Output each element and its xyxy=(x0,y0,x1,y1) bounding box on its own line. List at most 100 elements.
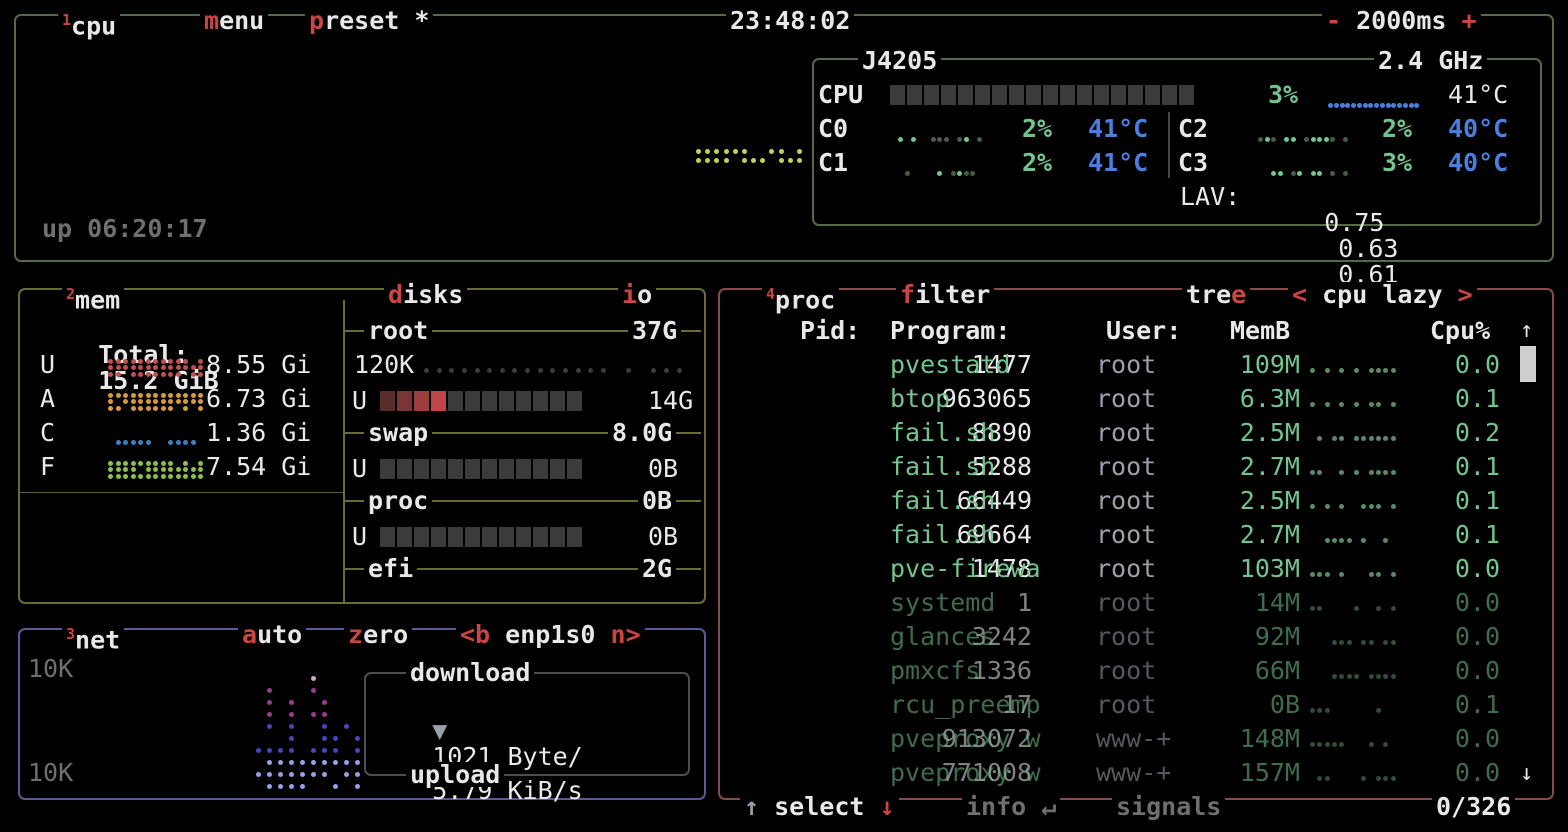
proc-row-10-cpu-graph xyxy=(1310,708,1398,716)
scroll-up-icon[interactable]: ↑ xyxy=(1520,318,1533,343)
update-plus-button[interactable]: + xyxy=(1462,6,1477,35)
net-interface-prev-button[interactable]: <b xyxy=(460,620,490,649)
info-key-icon: ↵ xyxy=(1041,792,1056,821)
proc-row-8-cpu-graph xyxy=(1310,640,1398,648)
proc-row-4-cpu[interactable]: 0.1 xyxy=(0,488,1500,514)
select-up-icon: ↑ xyxy=(744,792,759,821)
disk-root-name: root xyxy=(364,318,432,343)
disk-swap-size: 8.0G xyxy=(608,420,676,445)
net-zero-key: z xyxy=(348,620,363,649)
net-interface-next-button[interactable]: n> xyxy=(611,620,641,649)
cpu-total-label: CPU xyxy=(818,82,863,108)
proc-box-title[interactable]: 4proc xyxy=(762,282,839,312)
proc-row-4-cpu-graph xyxy=(1310,504,1398,512)
mem-box-title[interactable]: 2mem xyxy=(62,282,124,312)
proc-sort-field: cpu lazy xyxy=(1322,280,1442,309)
cpu-core-3-temp: 40°C xyxy=(1448,150,1508,176)
proc-row-9-cpu-graph xyxy=(1310,674,1398,682)
cpu-core-3-percent: 3% xyxy=(1382,150,1412,176)
proc-filter-button[interactable]: filter xyxy=(896,282,994,307)
net-box-label: net xyxy=(75,625,120,654)
proc-row-3-cpu[interactable]: 0.1 xyxy=(0,454,1500,480)
scroll-down-icon[interactable]: ↓ xyxy=(1520,761,1533,786)
proc-tree-key: e xyxy=(1231,280,1246,309)
proc-filter-key: f xyxy=(900,280,915,309)
proc-row-7-cpu-graph xyxy=(1310,606,1398,614)
cpu-core-2-label: C2 xyxy=(1178,116,1208,142)
proc-sort-next-button[interactable]: > xyxy=(1458,280,1473,309)
net-interface-selector[interactable]: <b enp1s0 n> xyxy=(456,622,645,647)
proc-col-pid[interactable]: Pid: xyxy=(800,318,860,344)
cpu-frequency-value: 2.4 GHz xyxy=(1378,46,1483,75)
disks-io-key: i xyxy=(622,280,637,309)
net-auto-toggle[interactable]: auto xyxy=(238,622,306,647)
select-down-icon: ↓ xyxy=(880,792,895,821)
cpu-total-graph xyxy=(696,132,806,166)
proc-tree-toggle[interactable]: tree xyxy=(1182,282,1250,307)
cpu-box-title[interactable]: 1cpu xyxy=(58,8,120,38)
status-info[interactable]: info ↵ xyxy=(962,794,1060,819)
proc-sort-selector[interactable]: < cpu lazy > xyxy=(1288,282,1477,307)
proc-scrollbar[interactable]: ↑ ↓ xyxy=(1518,318,1542,786)
cpu-core-1-percent: 2% xyxy=(1022,150,1052,176)
net-box-title[interactable]: 3net xyxy=(62,622,124,652)
uptime: up 06:20:17 xyxy=(42,216,208,242)
cpu-total-temp-graph xyxy=(1328,96,1420,110)
cpu-core-1-temp: 41°C xyxy=(1088,150,1148,176)
proc-row-5-cpu[interactable]: 0.1 xyxy=(0,522,1500,548)
update-minus-button[interactable]: - xyxy=(1326,6,1341,35)
proc-row-9-cpu[interactable]: 0.0 xyxy=(0,658,1500,684)
net-zero-label: ero xyxy=(363,620,408,649)
net-interface-name: enp1s0 xyxy=(505,620,595,649)
cpu-core-3-graph xyxy=(1258,165,1350,177)
update-rate-control[interactable]: - 2000ms + xyxy=(1322,8,1481,33)
signals-label: signals xyxy=(1116,792,1221,821)
proc-col-memb[interactable]: MemB xyxy=(1230,318,1290,344)
proc-row-1-cpu-graph xyxy=(1310,402,1398,410)
cpu-menu-button[interactable]: menu xyxy=(200,8,268,33)
cpu-model-value: J4205 xyxy=(862,46,937,75)
proc-col-cpu[interactable]: Cpu% xyxy=(1430,318,1490,344)
disks-io-toggle[interactable]: io xyxy=(618,282,656,307)
cpu-cores-divider xyxy=(1168,112,1170,178)
proc-tree-label: tre xyxy=(1186,280,1231,309)
load-average-5m: 0.63 xyxy=(1338,234,1398,263)
proc-row-12-cpu[interactable]: 0.0 xyxy=(0,760,1500,786)
proc-row-10-cpu[interactable]: 0.1 xyxy=(0,692,1500,718)
proc-row-1-cpu[interactable]: 0.1 xyxy=(0,386,1500,412)
disk-proc-size: 0B xyxy=(638,488,676,513)
cpu-preset-button[interactable]: preset * xyxy=(305,8,433,33)
proc-row-7-cpu[interactable]: 0.0 xyxy=(0,590,1500,616)
net-upload-label: upload xyxy=(406,762,504,787)
net-download-label: download xyxy=(406,660,534,685)
status-signals[interactable]: signals xyxy=(1112,794,1225,819)
mem-box-label: mem xyxy=(75,285,120,314)
proc-row-6-cpu[interactable]: 0.0 xyxy=(0,556,1500,582)
proc-row-8-cpu[interactable]: 0.0 xyxy=(0,624,1500,650)
proc-col-user[interactable]: User: xyxy=(1106,318,1181,344)
proc-count: 0/326 xyxy=(1432,794,1515,819)
cpu-total-temp: 41°C xyxy=(1448,82,1508,108)
cpu-total-meter xyxy=(890,85,1194,105)
status-select[interactable]: ↑ select ↓ xyxy=(740,794,899,819)
disks-box-title[interactable]: disks xyxy=(384,282,467,307)
disks-io-label: o xyxy=(637,280,652,309)
proc-row-11-cpu[interactable]: 0.0 xyxy=(0,726,1500,752)
scrollbar-thumb[interactable] xyxy=(1520,346,1536,382)
cpu-core-2-graph xyxy=(1258,131,1350,143)
proc-row-3-cpu-graph xyxy=(1310,470,1398,478)
proc-row-2-cpu[interactable]: 0.2 xyxy=(0,420,1500,446)
select-label: select xyxy=(774,792,864,821)
proc-row-0-cpu[interactable]: 0.0 xyxy=(0,352,1500,378)
net-zero-toggle[interactable]: zero xyxy=(344,622,412,647)
load-average-label: LAV: xyxy=(1180,184,1240,210)
cpu-core-0-temp: 41°C xyxy=(1088,116,1148,142)
proc-sort-prev-button[interactable]: < xyxy=(1292,280,1307,309)
cpu-frequency: 2.4 GHz xyxy=(1374,48,1487,73)
load-average-1m: 0.75 xyxy=(1324,208,1384,237)
cpu-preset-value: * xyxy=(414,6,429,35)
cpu-model: J4205 xyxy=(858,48,941,73)
proc-row-12-cpu-graph xyxy=(1310,776,1398,784)
cpu-box-number: 1 xyxy=(62,11,71,29)
proc-col-program[interactable]: Program: xyxy=(890,318,1010,344)
